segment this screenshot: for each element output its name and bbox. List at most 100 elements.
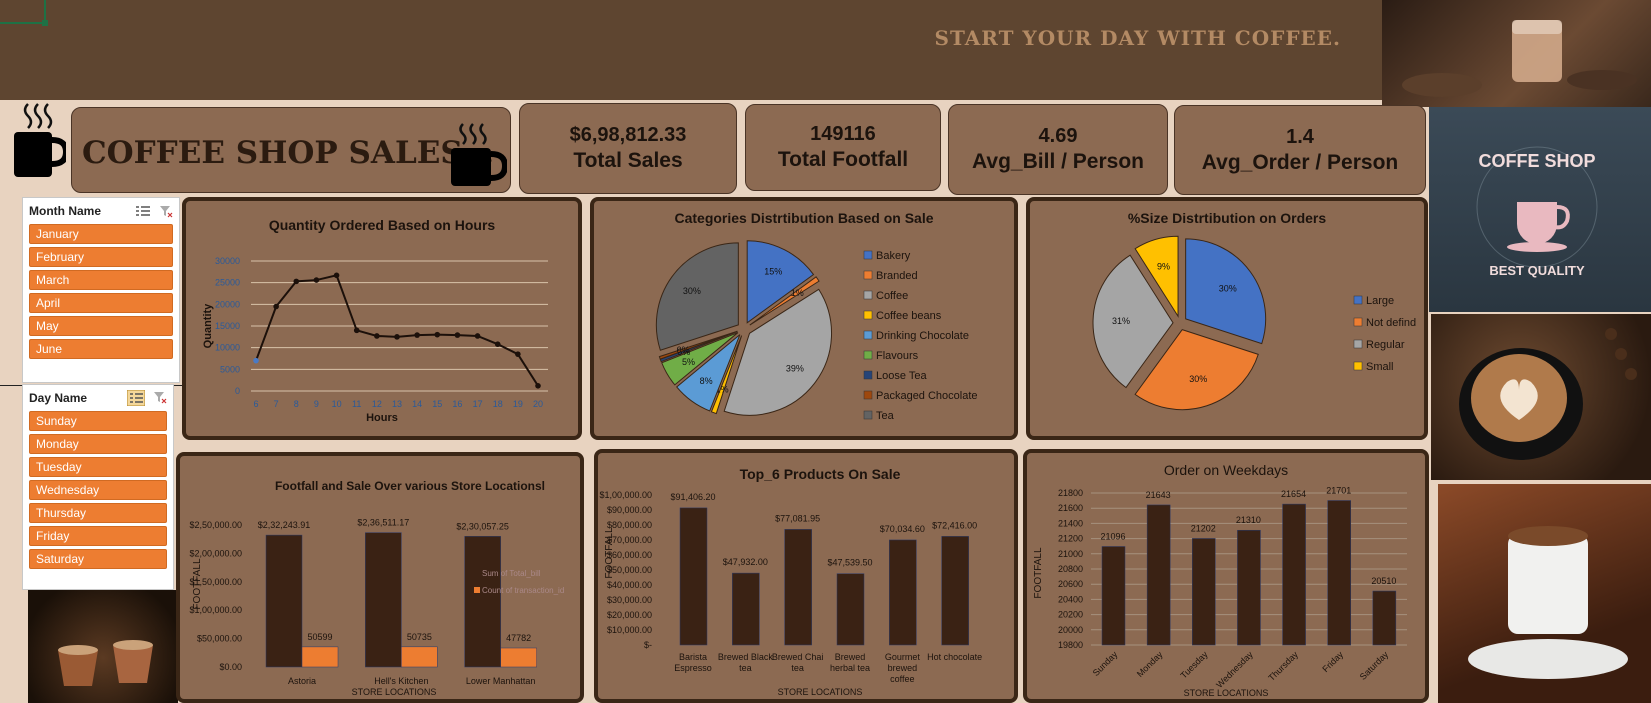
pie-slice [1092, 254, 1174, 389]
pie-slice [1134, 329, 1259, 411]
slicer-header: Day Name [23, 385, 173, 411]
slicer-item-april[interactable]: April [29, 293, 173, 313]
kpi-value: $6,98,812.33 [569, 124, 687, 146]
chart-panel-products: Top_6 Products On Sale $1,00,000.00 $90,00… [594, 449, 1018, 703]
y-tick-label: 0 [235, 386, 240, 396]
dashboard-title-box: COFFEE SHOP SALES... [71, 107, 511, 193]
y-tick-label: 20400 [1058, 594, 1083, 604]
data-label: 50735 [407, 632, 432, 642]
cell-selection-marker[interactable] [0, 0, 48, 26]
slicer-item-saturday[interactable]: Saturday [29, 549, 167, 569]
slicer-item-sunday[interactable]: Sunday [29, 411, 167, 431]
chart-weekdays: Order on Weekdays 21800 21600 21400 21200 210… [1033, 462, 1407, 698]
bar [1192, 538, 1216, 646]
bar [784, 529, 812, 646]
clay-cups-photo [28, 590, 178, 703]
data-point [353, 327, 360, 334]
slicer-item-march[interactable]: March [29, 270, 173, 290]
x-tick-label: 18 [493, 399, 503, 409]
data-label: 21643 [1146, 490, 1171, 500]
y-tick-label: $1,50,000.00 [189, 577, 242, 587]
kpi-avg-bill: 4.69 Avg_Bill / Person [948, 104, 1168, 195]
legend-swatch [863, 350, 873, 360]
slicer-item-monday[interactable]: Monday [29, 434, 167, 454]
pie-slice [655, 242, 739, 351]
x-axis-label: STORE LOCATIONS [778, 687, 863, 697]
legend-label: Sum of Total_bill [482, 569, 541, 578]
slice-label: 1% [716, 385, 729, 395]
dashboard-title: COFFEE SHOP SALES... [82, 135, 495, 171]
x-tick-label: Astoria [288, 676, 316, 686]
data-point [414, 332, 420, 338]
x-tick-label: Monday [1135, 649, 1165, 679]
bar [941, 536, 969, 646]
x-tick-label: 15 [432, 399, 442, 409]
legend-label: Branded [876, 270, 918, 282]
legend-swatch [1353, 295, 1363, 305]
slicer-item-february[interactable]: February [29, 247, 173, 267]
legend-swatch [863, 290, 873, 300]
latte-art-image [1459, 328, 1637, 460]
slicer-item-tuesday[interactable]: Tuesday [29, 457, 167, 477]
y-tick-label: 21200 [1058, 534, 1083, 544]
chart-title: Top_6 Products On Sale [740, 466, 901, 482]
slice-label: 8% [700, 376, 713, 386]
slicer-title: Day Name [29, 391, 88, 405]
x-tick-label: Brewed Black tea [718, 652, 774, 673]
data-label: $72,416.00 [932, 520, 977, 530]
data-point [253, 357, 259, 364]
data-point [474, 333, 481, 339]
slicer-item-friday[interactable]: Friday [29, 526, 167, 546]
chart-stores: Footfall and Sale Over various Store Loc… [189, 479, 564, 697]
x-tick-label: 20 [533, 399, 543, 409]
data-label: 21701 [1326, 486, 1351, 496]
y-tick-label: 20000 [215, 299, 240, 309]
multi-select-icon[interactable] [135, 204, 151, 218]
data-label: 21654 [1281, 489, 1306, 499]
turkish-coffee-image [1468, 526, 1628, 679]
slicer-item-january[interactable]: January [29, 224, 173, 244]
y-tick-label: $1,00,000.00 [189, 605, 242, 615]
pie-slice [746, 240, 815, 324]
x-tick-label: Thursday [1266, 649, 1300, 683]
data-label: 21310 [1236, 515, 1261, 525]
y-tick-label: $30,000.00 [607, 595, 652, 605]
slicer-item-wednesday[interactable]: Wednesday [29, 480, 167, 500]
day-slicer: Day Name Sunday Monday Tuesday Wednesday Thu… [22, 384, 174, 590]
pie-slice [1134, 235, 1179, 318]
clear-filter-icon[interactable] [159, 204, 173, 218]
chart-categories: Categories Distrtibution Based on Sale 15… [655, 210, 978, 422]
y-tick-label: $1,00,000.00 [599, 490, 652, 500]
y-tick-label: $70,000.00 [607, 535, 652, 545]
y-tick-label: 20000 [1058, 625, 1083, 635]
y-tick-label: $80,000.00 [607, 520, 652, 530]
y-tick-label: 15000 [215, 321, 240, 331]
x-tick-label: Lower Manhattan [466, 676, 536, 686]
slice-label: 31% [1112, 316, 1130, 326]
slicer-item-june[interactable]: June [29, 339, 173, 359]
slicer-item-may[interactable]: May [29, 316, 173, 336]
bar [365, 532, 402, 668]
chart-title: Order on Weekdays [1164, 462, 1288, 478]
y-tick-label: 25000 [215, 278, 240, 288]
legend-label: Packaged Chocolate [876, 390, 978, 402]
y-tick-label: $50,000.00 [197, 634, 242, 644]
x-tick-label: 11 [352, 399, 361, 409]
slicer-item-thursday[interactable]: Thursday [29, 503, 167, 523]
kpi-label: Avg_Bill / Person [972, 150, 1144, 173]
bar [732, 572, 760, 646]
y-tick-label: $50,000.00 [607, 565, 652, 575]
legend-swatch [863, 310, 873, 320]
legend-label: Loose Tea [876, 370, 927, 382]
data-point [535, 383, 541, 389]
x-tick-label: Friday [1320, 649, 1345, 674]
slice-label: 30% [1219, 283, 1237, 293]
legend-label: Count of transaction_id [482, 586, 564, 595]
chart-panel-weekdays: Order on Weekdays 21800 21600 21400 21200 210… [1023, 449, 1429, 703]
slicer-title: Month Name [29, 204, 101, 218]
kpi-label: Total Footfall [777, 148, 909, 171]
clear-filter-icon[interactable] [153, 390, 167, 404]
chai-glass-photo [1382, 0, 1651, 107]
chart-products: Top_6 Products On Sale $1,00,000.00 $90,00… [599, 466, 982, 697]
multi-select-icon[interactable] [127, 390, 145, 406]
